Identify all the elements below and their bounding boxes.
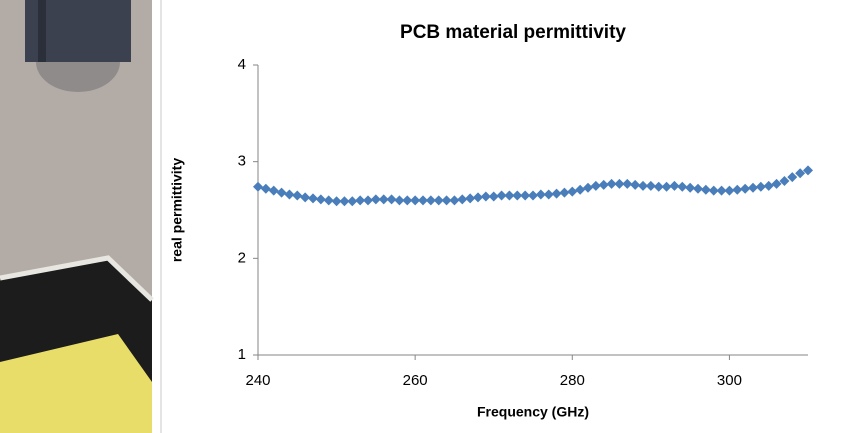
marker xyxy=(590,180,601,191)
y-axis-label: real permittivity xyxy=(169,158,185,262)
marker xyxy=(669,180,680,191)
marker xyxy=(253,181,263,192)
marker xyxy=(598,179,609,190)
x-axis-label: Frequency (GHz) xyxy=(477,404,589,420)
marker xyxy=(677,181,688,192)
marker xyxy=(410,195,421,206)
chart-title: PCB material permittivity xyxy=(400,22,626,43)
marker xyxy=(755,181,766,192)
marker xyxy=(771,178,782,189)
marker xyxy=(370,194,381,205)
marker xyxy=(488,191,499,202)
marker xyxy=(693,183,703,194)
marker xyxy=(630,179,641,190)
marker xyxy=(480,191,491,202)
marker xyxy=(567,186,578,197)
marker xyxy=(378,194,389,205)
marker xyxy=(520,190,531,201)
marker xyxy=(504,190,515,201)
marker xyxy=(653,181,664,192)
marker xyxy=(606,178,617,189)
marker xyxy=(260,183,271,194)
x-tick-label: 260 xyxy=(403,372,428,389)
marker xyxy=(496,190,507,201)
marker xyxy=(292,190,303,201)
marker xyxy=(638,180,648,191)
marker xyxy=(700,184,711,195)
marker xyxy=(543,189,554,200)
marker xyxy=(614,178,625,189)
marker xyxy=(449,195,460,206)
marker xyxy=(355,195,366,206)
x-tick-label: 240 xyxy=(245,372,270,389)
marker xyxy=(763,180,774,191)
marker xyxy=(535,189,546,200)
marker xyxy=(323,195,334,206)
marker xyxy=(339,196,350,207)
x-tick-label: 300 xyxy=(717,372,742,389)
marker xyxy=(394,195,405,206)
marker xyxy=(418,195,428,206)
marker xyxy=(276,187,287,198)
y-tick-label: 2 xyxy=(238,249,246,266)
marker xyxy=(300,192,311,203)
marker xyxy=(724,185,735,196)
marker xyxy=(559,187,570,198)
marker xyxy=(661,181,672,192)
marker xyxy=(528,190,538,201)
y-tick-label: 3 xyxy=(238,153,246,170)
marker xyxy=(473,192,483,203)
photo xyxy=(0,0,162,433)
marker xyxy=(268,185,279,196)
marker xyxy=(708,185,719,196)
marker xyxy=(740,183,751,194)
marker xyxy=(622,178,633,189)
y-tick-label: 4 xyxy=(238,56,246,73)
marker xyxy=(433,195,444,206)
marker xyxy=(583,182,593,193)
marker xyxy=(363,195,373,206)
marker xyxy=(308,193,318,204)
marker xyxy=(748,182,758,193)
marker xyxy=(441,195,452,206)
marker xyxy=(284,189,295,200)
marker xyxy=(716,185,727,196)
marker xyxy=(551,188,562,199)
y-tick-label: 1 xyxy=(238,346,246,363)
marker xyxy=(457,194,468,205)
marker xyxy=(685,182,696,193)
marker xyxy=(315,194,326,205)
x-tick-label: 280 xyxy=(560,372,585,389)
marker xyxy=(645,180,656,191)
marker xyxy=(425,195,436,206)
marker xyxy=(347,196,358,207)
marker xyxy=(575,184,586,195)
marker xyxy=(795,168,806,179)
marker xyxy=(386,194,397,205)
marker xyxy=(787,172,798,183)
marker xyxy=(779,176,790,186)
marker xyxy=(512,190,523,201)
marker xyxy=(331,196,342,207)
marker xyxy=(803,165,813,176)
marker xyxy=(402,195,413,206)
marker xyxy=(732,184,743,195)
marker xyxy=(465,193,476,204)
